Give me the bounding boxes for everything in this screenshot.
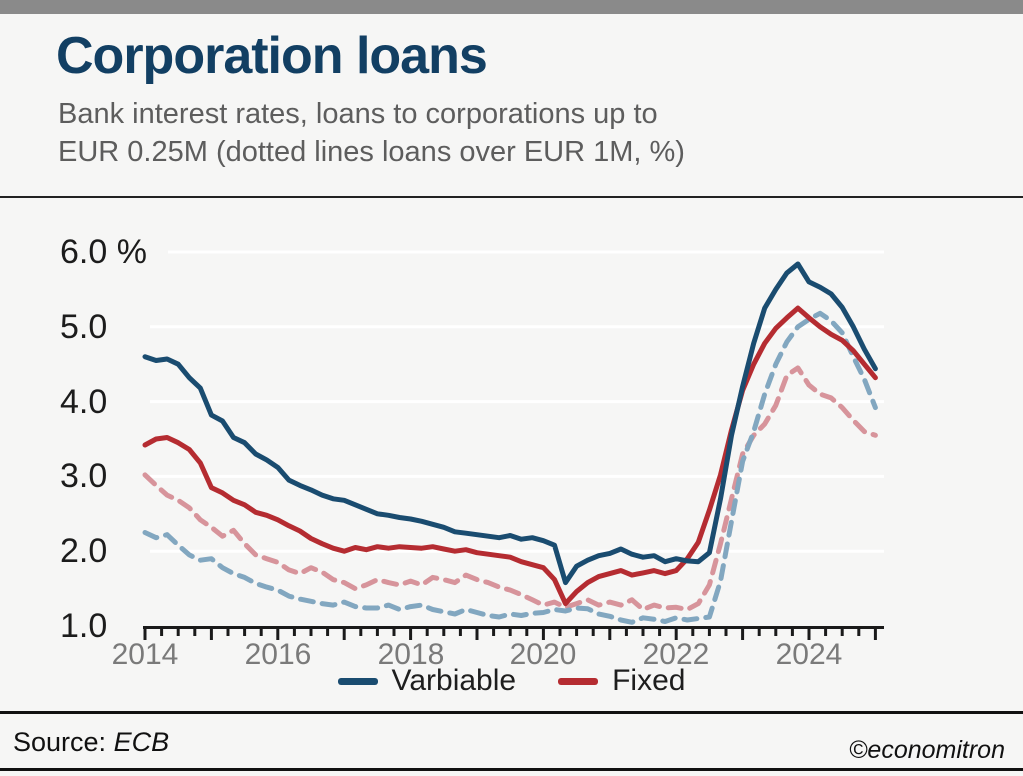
legend-swatch-fixed	[558, 677, 599, 685]
series-fixed-loans-over-eur-1m-	[142, 365, 878, 612]
y-axis-label-5: 5.0	[60, 308, 108, 346]
y-axis-label-3: 3.0	[60, 457, 108, 495]
legend-item-fixed: Fixed	[558, 664, 685, 698]
chart-legend: Varbiable Fixed	[0, 664, 1023, 698]
header-divider	[0, 196, 1023, 198]
y-axis-label-4: 4.0	[60, 383, 108, 421]
x-axis-label-2018: 2018	[377, 638, 445, 671]
series-fixed	[142, 305, 878, 607]
top-accent-bar	[0, 0, 1023, 14]
source-text: Source: ECB	[13, 727, 169, 758]
x-axis-label-2014: 2014	[111, 638, 179, 671]
series-varbiable	[142, 261, 878, 586]
source-label: Source:	[13, 727, 107, 757]
legend-label-variable: Varbiable	[391, 664, 517, 697]
series-varbiable-loans-over-eur-1m-	[142, 310, 878, 625]
footer-divider-bottom	[0, 768, 1023, 771]
chart-subtitle-line1: Bank interest rates, loans to corporatio…	[58, 98, 658, 130]
x-axis-label-2022: 2022	[642, 638, 710, 671]
x-axis-label-2016: 2016	[244, 638, 312, 671]
legend-label-fixed: Fixed	[612, 664, 686, 697]
y-axis-label-2: 2.0	[60, 532, 108, 570]
x-axis-label-2024: 2024	[775, 638, 843, 671]
y-axis-label-1: 1.0	[60, 607, 108, 645]
legend-swatch-variable	[337, 677, 378, 685]
legend-item-variable: Varbiable	[337, 664, 517, 698]
chart-subtitle-line2: EUR 0.25M (dotted lines loans over EUR 1…	[58, 136, 685, 168]
footer-divider-top	[0, 711, 1023, 714]
watermark-text: ©economitron	[849, 736, 1005, 764]
y-axis-label-6-percent: 6.0 %	[60, 233, 147, 271]
source-value: ECB	[113, 727, 170, 757]
x-axis-label-2020: 2020	[509, 638, 577, 671]
page-title: Corporation loans	[56, 27, 488, 85]
